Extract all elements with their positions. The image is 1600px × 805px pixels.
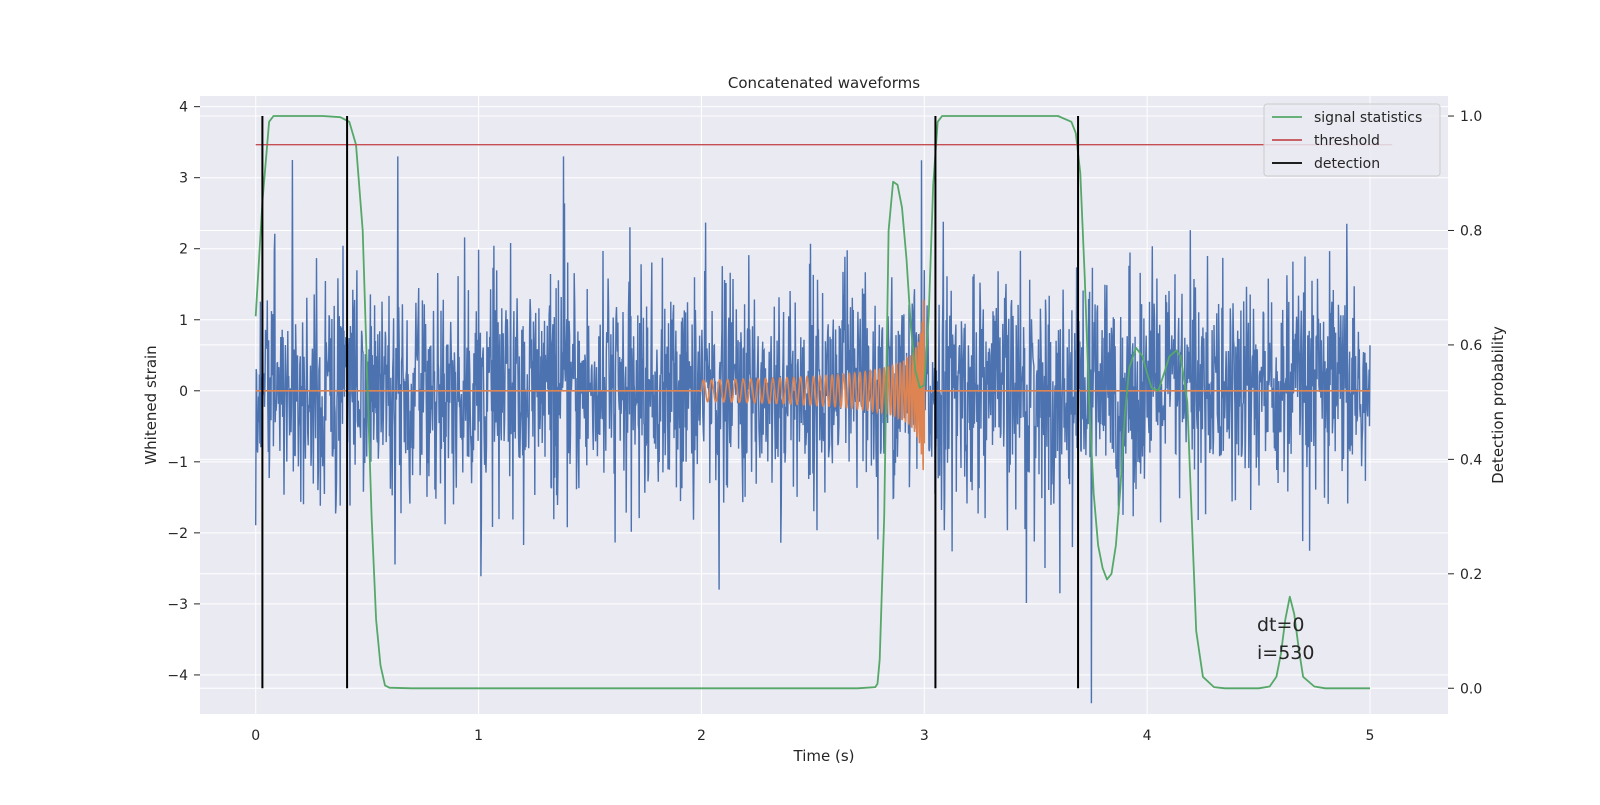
y2-tick-label: 1.0	[1460, 109, 1482, 125]
y-tick-label: 1	[179, 313, 188, 329]
legend-label-signal-statistics: signal statistics	[1314, 110, 1422, 126]
y-tick-label: −4	[167, 668, 188, 684]
y2-tick-label: 0.2	[1460, 567, 1482, 583]
x-tick-label: 5	[1366, 728, 1375, 744]
y-axis-label: Whitened strain	[142, 345, 160, 464]
detection-series	[261, 116, 1080, 689]
strain-series	[255, 156, 1371, 704]
y2-tick-label: 0.6	[1460, 338, 1482, 354]
signal-statistics-line	[254, 115, 1370, 690]
legend: signal statistics threshold detection	[1263, 103, 1441, 177]
x-tick-label: 1	[474, 728, 483, 744]
chart-title: Concatenated waveforms	[728, 74, 920, 92]
x-tick-label: 4	[1143, 728, 1152, 744]
y-tick-label: −3	[167, 597, 188, 613]
y2-axis-ticks: 1.0 0.8 0.6 0.4 0.2 0.0	[1448, 109, 1482, 697]
injection-series	[255, 299, 1370, 471]
x-axis-ticks: 0 1 2 3 4 5	[251, 728, 1374, 744]
signal-statistics-series	[254, 115, 1370, 690]
y2-tick-label: 0.0	[1460, 681, 1482, 697]
y-tick-label: 4	[179, 100, 188, 116]
injection-line	[255, 299, 1370, 471]
legend-box	[1263, 103, 1441, 177]
y-tick-label: −1	[167, 455, 188, 471]
strain-line	[255, 156, 1371, 704]
y2-tick-label: 0.8	[1460, 223, 1482, 239]
x-tick-label: 2	[697, 728, 706, 744]
x-tick-label: 0	[251, 728, 260, 744]
legend-label-threshold: threshold	[1314, 133, 1380, 149]
x-tick-label: 3	[920, 728, 929, 744]
y-tick-label: 2	[179, 242, 188, 258]
y-tick-label: 0	[179, 384, 188, 400]
annotation-dt: dt=0	[1257, 614, 1305, 636]
x-axis-label: Time (s)	[793, 747, 855, 765]
y-tick-label: 3	[179, 171, 188, 187]
y2-tick-label: 0.4	[1460, 452, 1482, 468]
annotation-index: i=530	[1257, 642, 1314, 664]
legend-label-detection: detection	[1314, 156, 1380, 172]
y2-axis-label: Detection probability	[1489, 326, 1507, 484]
y-tick-label: −2	[167, 526, 188, 542]
y-axis-ticks: 4 3 2 1 0 −1 −2 −3 −4	[167, 100, 200, 684]
